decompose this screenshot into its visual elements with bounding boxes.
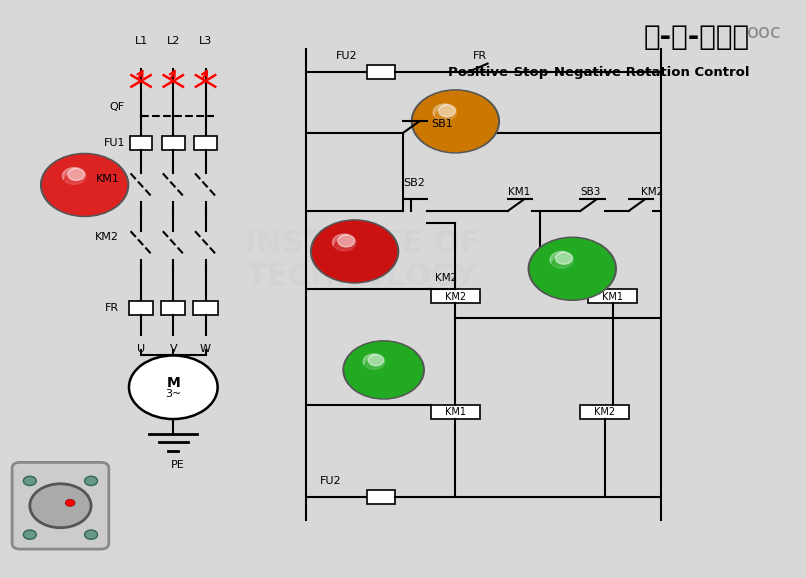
FancyBboxPatch shape — [580, 405, 629, 419]
Circle shape — [530, 239, 614, 299]
Circle shape — [43, 155, 127, 215]
FancyBboxPatch shape — [12, 462, 109, 549]
Text: FR: FR — [105, 303, 119, 313]
Circle shape — [23, 476, 36, 486]
Circle shape — [68, 168, 85, 180]
FancyBboxPatch shape — [193, 301, 218, 315]
Circle shape — [528, 237, 617, 301]
Circle shape — [310, 220, 399, 283]
Circle shape — [332, 234, 356, 251]
Text: FU2: FU2 — [320, 476, 341, 486]
FancyBboxPatch shape — [367, 65, 395, 79]
Text: V: V — [169, 344, 177, 354]
Circle shape — [411, 90, 500, 153]
Text: L1: L1 — [135, 36, 147, 46]
Circle shape — [85, 476, 98, 486]
FancyBboxPatch shape — [129, 301, 153, 315]
Text: L2: L2 — [167, 36, 180, 46]
FancyBboxPatch shape — [431, 405, 480, 419]
Text: 3~: 3~ — [165, 389, 181, 399]
Circle shape — [129, 355, 218, 419]
Text: KM1: KM1 — [508, 187, 530, 197]
Circle shape — [65, 499, 75, 506]
Circle shape — [62, 168, 86, 184]
Circle shape — [364, 354, 384, 369]
Text: 正-停-反控制: 正-停-反控制 — [643, 23, 750, 51]
Circle shape — [550, 251, 574, 268]
FancyBboxPatch shape — [367, 490, 395, 504]
Text: M: M — [166, 376, 181, 390]
Text: U: U — [137, 344, 145, 354]
Circle shape — [334, 235, 376, 265]
Text: W: W — [200, 344, 211, 354]
Text: INSTITUTE OF
TECHNOLOGY: INSTITUTE OF TECHNOLOGY — [245, 229, 480, 291]
Text: QF: QF — [110, 102, 125, 112]
Circle shape — [413, 91, 497, 151]
FancyBboxPatch shape — [588, 289, 637, 303]
Text: SB3: SB3 — [580, 187, 600, 197]
Circle shape — [434, 105, 476, 135]
Circle shape — [551, 252, 593, 282]
Circle shape — [85, 530, 98, 539]
Text: KM1: KM1 — [602, 291, 623, 302]
Text: PE: PE — [170, 460, 185, 469]
Circle shape — [313, 221, 397, 281]
Circle shape — [338, 235, 355, 247]
Text: SB2: SB2 — [403, 178, 425, 188]
Text: L3: L3 — [199, 36, 212, 46]
Text: SB1: SB1 — [431, 119, 453, 129]
Text: Positive-Stop-Negative Rotation Control: Positive-Stop-Negative Rotation Control — [448, 66, 750, 79]
Circle shape — [438, 105, 455, 117]
Text: FU1: FU1 — [103, 138, 125, 149]
Text: KM2: KM2 — [435, 273, 458, 283]
Circle shape — [433, 104, 457, 121]
Text: FU2: FU2 — [336, 51, 357, 61]
Circle shape — [23, 530, 36, 539]
Text: KM2: KM2 — [95, 232, 119, 242]
Text: KM1: KM1 — [95, 174, 119, 184]
Text: KM2: KM2 — [641, 187, 663, 197]
Circle shape — [364, 355, 403, 383]
Text: KM1: KM1 — [445, 407, 466, 417]
Text: KM2: KM2 — [594, 407, 615, 417]
Text: FR: FR — [472, 51, 487, 61]
Text: ooc: ooc — [747, 23, 782, 42]
Circle shape — [345, 342, 422, 398]
Circle shape — [30, 484, 91, 528]
Circle shape — [40, 153, 129, 217]
FancyBboxPatch shape — [194, 136, 217, 150]
Circle shape — [368, 355, 384, 366]
FancyBboxPatch shape — [161, 301, 185, 315]
FancyBboxPatch shape — [431, 289, 480, 303]
Text: KM2: KM2 — [445, 291, 466, 302]
Circle shape — [343, 341, 424, 399]
Circle shape — [555, 252, 572, 264]
Circle shape — [64, 168, 106, 198]
FancyBboxPatch shape — [130, 136, 152, 150]
FancyBboxPatch shape — [162, 136, 185, 150]
